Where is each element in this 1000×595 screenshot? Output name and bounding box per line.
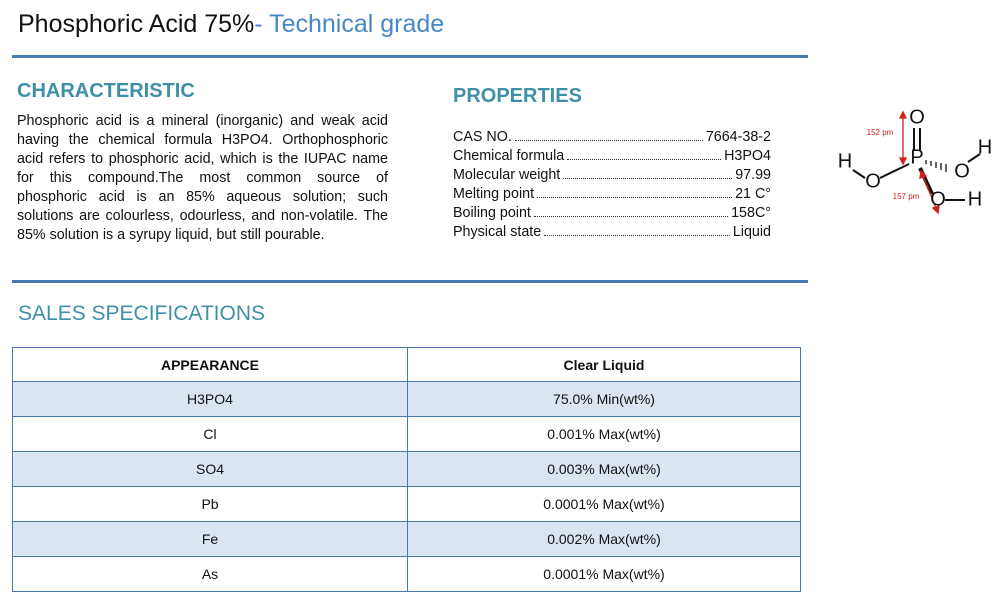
table-row: Fe 0.002% Max(wt%) bbox=[12, 521, 801, 557]
property-label: Melting point bbox=[453, 186, 535, 202]
section-heading: PROPERTIES bbox=[453, 85, 582, 107]
table-cell: Cl bbox=[12, 416, 408, 452]
property-row: Melting point 21 C° bbox=[453, 183, 771, 202]
property-label: Physical state bbox=[453, 224, 542, 240]
table-row: Cl 0.001% Max(wt%) bbox=[12, 416, 801, 452]
table-cell: As bbox=[12, 556, 408, 592]
atom-label: O bbox=[865, 170, 881, 192]
table-cell: 0.0001% Max(wt%) bbox=[407, 486, 801, 522]
leader bbox=[563, 178, 733, 179]
table-cell: SO4 bbox=[12, 451, 408, 487]
property-row: Molecular weight 97.99 bbox=[453, 164, 771, 183]
table-cell: 0.003% Max(wt%) bbox=[407, 451, 801, 487]
property-label: CAS NO. bbox=[453, 129, 512, 145]
atom-label: P bbox=[910, 146, 923, 168]
property-label: Molecular weight bbox=[453, 167, 561, 183]
table-cell: H3PO4 bbox=[12, 381, 408, 417]
property-row: Physical state Liquid bbox=[453, 221, 771, 240]
property-value: Liquid bbox=[732, 224, 771, 240]
leader bbox=[533, 216, 729, 217]
property-value: 21 C° bbox=[735, 186, 771, 202]
property-row: Boiling point 158C° bbox=[453, 202, 771, 221]
table-cell: 75.0% Min(wt%) bbox=[407, 381, 801, 417]
property-label: Chemical formula bbox=[453, 148, 565, 164]
bond-length: 157 pm bbox=[893, 192, 920, 201]
table-row: As 0.0001% Max(wt%) bbox=[12, 556, 801, 592]
section-heading: CHARACTERISTIC bbox=[17, 80, 195, 102]
leader bbox=[567, 159, 722, 160]
divider bbox=[12, 280, 808, 283]
bond-length: 152 pm bbox=[867, 128, 894, 137]
leader bbox=[514, 140, 703, 141]
atom-label: H bbox=[838, 150, 852, 172]
table-cell: 0.002% Max(wt%) bbox=[407, 521, 801, 557]
title-main: Phosphoric Acid 75% bbox=[18, 10, 255, 38]
header-cell: Clear Liquid bbox=[407, 347, 801, 382]
property-value: 158C° bbox=[731, 205, 771, 221]
table-row: Pb 0.0001% Max(wt%) bbox=[12, 486, 801, 522]
atom-label: O bbox=[909, 106, 925, 128]
spec-table: APPEARANCE Clear Liquid H3PO4 75.0% Min(wt%… bbox=[12, 347, 801, 592]
table-cell: 0.001% Max(wt%) bbox=[407, 416, 801, 452]
atom-label: H bbox=[978, 136, 992, 158]
table-cell: 0.0001% Max(wt%) bbox=[407, 556, 801, 592]
leader bbox=[544, 235, 730, 236]
property-row: Chemical formula H3PO4 bbox=[453, 145, 771, 164]
paragraph: Phosphoric acid is a mineral (inorganic)… bbox=[17, 113, 388, 243]
section-heading: SALES SPECIFICATIONS bbox=[18, 302, 266, 325]
atom-label: H bbox=[968, 188, 982, 210]
title-sub: - Technical grade bbox=[254, 10, 445, 38]
table-cell: Fe bbox=[12, 521, 408, 557]
divider bbox=[12, 55, 808, 58]
atom-label: O bbox=[930, 188, 946, 210]
table-header: APPEARANCE Clear Liquid bbox=[12, 347, 801, 382]
table-row: SO4 0.003% Max(wt%) bbox=[12, 451, 801, 487]
property-row: CAS NO. 7664-38-2 bbox=[453, 126, 771, 145]
table-cell: Pb bbox=[12, 486, 408, 522]
header-cell: APPEARANCE bbox=[12, 347, 408, 382]
property-value: H3PO4 bbox=[724, 148, 771, 164]
properties-list: CAS NO. 7664-38-2 Chemical formula H3PO4 Mol… bbox=[453, 126, 771, 240]
title: Phosphoric Acid 75%- Technical grade bbox=[18, 10, 444, 39]
atom-label: O bbox=[954, 160, 970, 182]
property-label: Boiling point bbox=[453, 205, 531, 221]
property-value: 7664-38-2 bbox=[705, 129, 771, 145]
property-value: 97.99 bbox=[735, 167, 771, 183]
table-row: H3PO4 75.0% Min(wt%) bbox=[12, 381, 801, 417]
leader bbox=[537, 197, 733, 198]
